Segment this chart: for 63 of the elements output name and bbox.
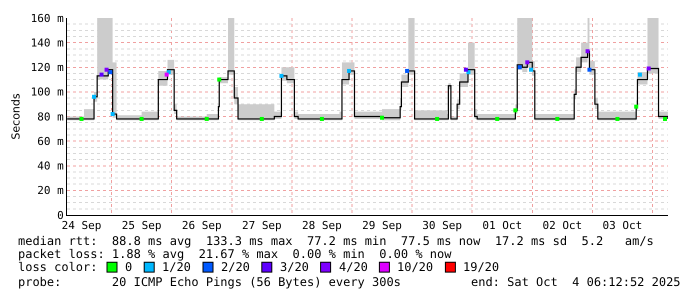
legend-label: 10/20	[397, 260, 434, 274]
point	[464, 68, 468, 72]
legend-label: 4/20	[339, 260, 368, 274]
text: median rtt: 88.8 ms avg 133.3 ms max 77.2 ms min 77.5 ms now 17.2 ms sd 5.2 am/s	[18, 234, 654, 248]
point	[518, 65, 522, 70]
y-tick-label: 140 m	[30, 36, 64, 50]
legend-title: loss color:	[18, 260, 98, 274]
legend-label: 0	[125, 260, 132, 274]
y-tick-label: 20 m	[37, 184, 64, 198]
y-tick-label: 80 m	[37, 110, 64, 124]
point	[260, 116, 264, 121]
x-tick-label: 28 Sep	[302, 219, 342, 232]
x-tick-label: 01 Oct	[482, 219, 522, 232]
point	[104, 68, 109, 72]
point	[164, 72, 169, 77]
point	[615, 116, 620, 121]
point	[380, 116, 384, 120]
x-tick-label: 25 Sep	[122, 219, 162, 232]
point	[529, 68, 534, 72]
x-tick-label: 02 Oct	[542, 219, 582, 232]
legend-label: 1/20	[162, 260, 191, 274]
y-tick-label: 120 m	[30, 61, 64, 74]
point	[638, 72, 642, 77]
text: probe: 20 ICMP Echo Pings (56 Bytes) every 300s	[18, 275, 401, 289]
point	[646, 66, 651, 70]
point	[435, 116, 440, 121]
point	[634, 104, 638, 109]
text: packet loss: 1.88 % avg 21.67 % max 0.00 % min 0.00 % now	[18, 247, 452, 261]
point	[347, 68, 352, 73]
y-tick-label: 60 m	[37, 134, 64, 148]
point	[204, 116, 209, 121]
point	[80, 116, 84, 121]
y-tick-label: 100 m	[30, 86, 64, 99]
x-tick-label: 26 Sep	[182, 219, 222, 232]
point	[217, 78, 222, 82]
y-tick-label: 40 m	[37, 160, 64, 173]
y-tick-label: 160 m	[30, 12, 64, 25]
point	[525, 60, 530, 64]
point	[555, 116, 560, 121]
x-tick-label: 27 Sep	[242, 219, 282, 232]
text: end: Sat Oct 4 06:12:52 2025	[471, 275, 681, 289]
point	[662, 116, 667, 121]
point	[320, 116, 324, 121]
legend-label: 2/20	[221, 260, 250, 274]
y-axis-title: Seconds	[9, 93, 22, 140]
point	[100, 72, 104, 77]
x-tick-label: 24 Sep	[62, 219, 102, 232]
point	[405, 68, 410, 73]
point	[513, 108, 518, 112]
point	[108, 70, 112, 74]
point	[495, 116, 500, 121]
point	[140, 116, 144, 121]
y-tick-label: 0	[57, 208, 64, 222]
legend-label: 19/20	[463, 260, 500, 274]
x-tick-label: 30 Sep	[422, 219, 462, 232]
point	[586, 49, 590, 54]
point	[279, 74, 284, 78]
legend-label: 3/20	[280, 260, 309, 274]
x-tick-label: 29 Sep	[362, 219, 402, 232]
point	[92, 94, 96, 99]
point	[110, 112, 115, 116]
x-tick-label: 03 Oct	[602, 219, 642, 232]
point	[587, 68, 592, 72]
